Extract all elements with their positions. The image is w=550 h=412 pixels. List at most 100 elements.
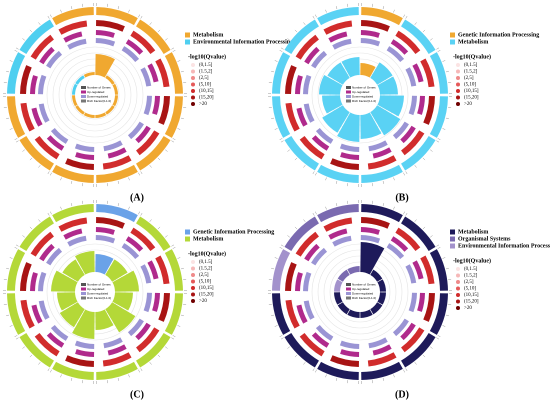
scale-tick (335, 377, 338, 381)
bin-dot (456, 293, 460, 297)
up-ring (412, 63, 424, 83)
down-ring (386, 46, 405, 63)
rich-factor-wedge (360, 63, 376, 78)
scale-tick (60, 206, 62, 210)
gene-ring (285, 102, 300, 132)
up-ring (295, 75, 303, 95)
category-ring (284, 19, 319, 54)
bin-dot (191, 82, 195, 87)
scale-tick (60, 374, 62, 378)
gene-ring (401, 130, 425, 156)
gene-ring (420, 255, 435, 285)
scale-tick (436, 337, 440, 340)
rich-factor-wedge (95, 254, 114, 275)
scale-tick (117, 180, 120, 184)
gene-ring (285, 299, 300, 329)
group-swatch (185, 229, 190, 235)
scale-tick (279, 246, 283, 249)
rich-factor-wedge (370, 105, 401, 136)
scale-tick (180, 117, 184, 120)
category-ring (272, 293, 291, 335)
scale-tick (414, 362, 417, 365)
scale-tick (29, 226, 33, 230)
scale-tick (279, 49, 283, 52)
scale-tick (403, 369, 406, 373)
gene-ring (367, 155, 397, 170)
inner-legend-label: Rich Factor(0-1.0) (352, 99, 376, 103)
scale-tick (312, 368, 315, 372)
bin-label: (10,15] (199, 89, 214, 94)
gene-ring (155, 58, 170, 88)
scale-tick (38, 165, 41, 168)
rich-factor-wedge (370, 62, 393, 85)
scale-tick (445, 117, 449, 120)
group-label: Metabolism (193, 236, 223, 242)
scale-tick (140, 15, 143, 19)
gene-ring (102, 352, 132, 367)
inner-legend-label: Number of Genes (352, 85, 376, 89)
scale-tick (271, 70, 275, 73)
bin-dot (456, 89, 460, 93)
scale-tick (15, 244, 19, 247)
scale-tick (382, 377, 385, 381)
bin-dot (191, 76, 195, 80)
scale-tick (430, 235, 433, 238)
gene-ring (295, 231, 319, 257)
up-ring (400, 125, 416, 144)
scale-tick (280, 140, 284, 143)
rich-factor-wedge (75, 75, 85, 85)
up-ring (135, 125, 151, 144)
legend-title: -log10(Qvalue) (453, 53, 491, 60)
inner-legend-label: Rich Factor(0-1.0) (87, 99, 111, 103)
scale-tick (287, 149, 290, 152)
scale-tick (414, 22, 417, 25)
rich-factor-wedge (370, 302, 383, 315)
scale-tick (14, 49, 18, 52)
scale-tick (436, 140, 440, 143)
up-ring (95, 227, 115, 235)
gene-ring (30, 34, 54, 60)
grid-circle (323, 255, 397, 329)
gene-ring (65, 158, 94, 170)
scale-tick (165, 346, 168, 349)
rich-factor-wedge (347, 309, 360, 318)
scale-tick (294, 226, 298, 230)
inner-legend-swatch (81, 287, 86, 291)
category-ring (136, 19, 171, 54)
category-ring (52, 164, 94, 183)
up-ring (304, 243, 320, 262)
inner-legend-swatch (346, 95, 351, 98)
up-ring (152, 95, 160, 115)
down-ring (386, 243, 405, 260)
grid-circle (335, 267, 385, 317)
inner-legend-swatch (346, 99, 351, 103)
down-ring (339, 143, 360, 152)
up-ring (30, 272, 38, 292)
inner-legend-swatch (81, 86, 86, 89)
inner-legend-label: Number of Genes (87, 282, 111, 286)
scale-tick (157, 354, 161, 358)
bin-dot (191, 286, 195, 290)
category-ring (7, 52, 26, 94)
rich-factor-wedge (75, 251, 95, 275)
legend-title: -log10(Qvalue) (188, 250, 226, 257)
rich-factor-wedge (360, 309, 373, 318)
down-ring (103, 337, 123, 349)
down-ring (368, 337, 388, 349)
up-ring (46, 135, 65, 151)
category-ring (7, 293, 26, 335)
up-ring (107, 147, 127, 159)
grid-circle (317, 52, 403, 138)
category-ring (429, 96, 448, 138)
scale-tick (393, 374, 395, 378)
legend-title: -log10(Qvalue) (453, 257, 491, 264)
rich-factor-wedge (112, 292, 133, 311)
scale-tick (303, 22, 306, 25)
inner-legend-swatch (346, 90, 351, 94)
rich-factor-wedge (377, 95, 404, 117)
scale-tick (172, 246, 176, 249)
scale-tick (22, 235, 25, 238)
rich-factor-wedge (377, 279, 386, 292)
gene-ring (401, 327, 425, 353)
bin-label: (2,5] (199, 76, 209, 81)
